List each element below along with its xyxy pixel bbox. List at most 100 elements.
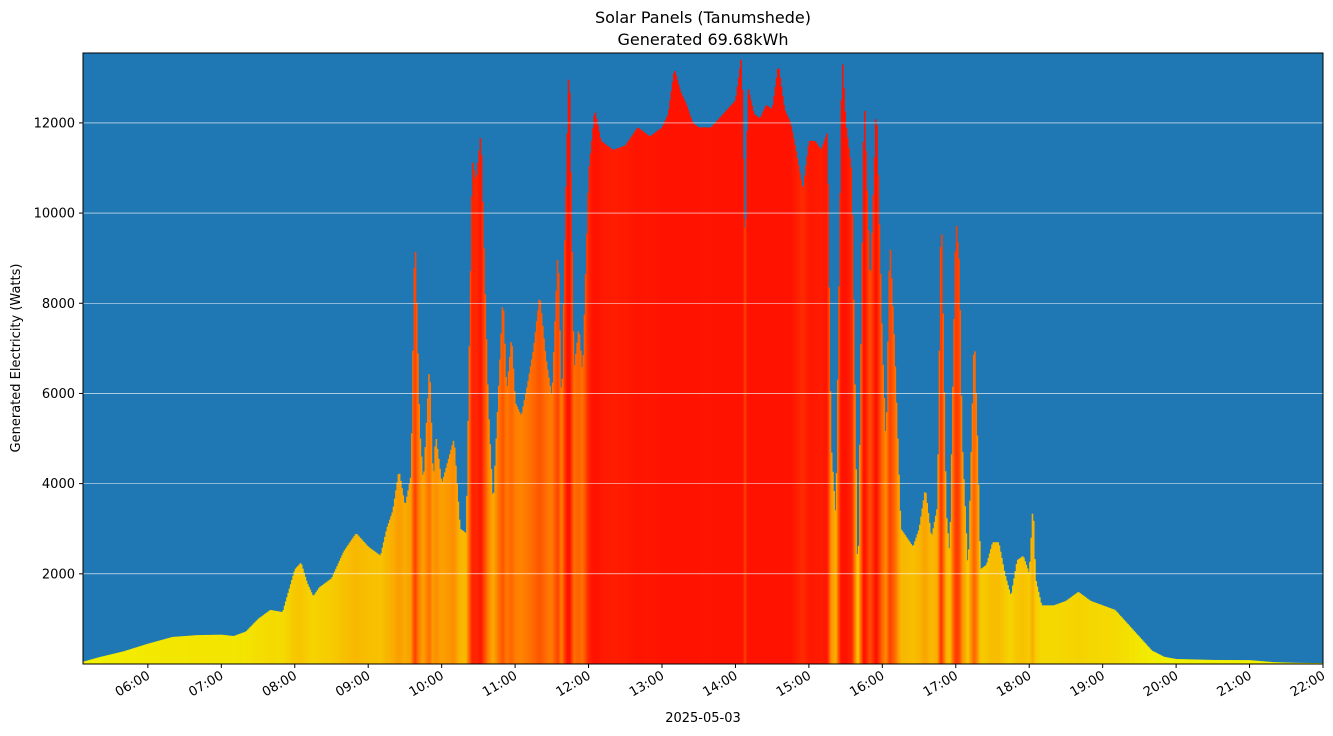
bar <box>1276 662 1279 664</box>
bar <box>1139 637 1142 664</box>
bar <box>720 115 723 664</box>
bar <box>898 474 900 664</box>
bar <box>673 73 675 665</box>
bar <box>707 127 709 664</box>
bar <box>1045 605 1047 664</box>
bar <box>280 611 282 664</box>
bar <box>546 369 549 664</box>
bar <box>614 149 616 664</box>
bar <box>526 387 528 664</box>
bar <box>1270 661 1272 664</box>
bar <box>906 538 909 664</box>
bar <box>119 652 122 664</box>
bar <box>688 113 691 665</box>
bar <box>261 615 264 664</box>
bar <box>270 610 272 664</box>
bar <box>830 452 833 664</box>
bar <box>873 157 876 664</box>
bar <box>679 89 681 664</box>
bar <box>251 624 254 664</box>
bar <box>1249 660 1252 664</box>
bar <box>390 516 392 664</box>
bar <box>453 447 456 664</box>
bar <box>548 377 550 664</box>
bar <box>1084 596 1086 664</box>
bar <box>723 113 725 664</box>
bar <box>154 641 156 664</box>
bar <box>484 294 487 664</box>
bar <box>423 471 425 664</box>
bar <box>413 267 416 664</box>
bar <box>1105 606 1107 664</box>
bar <box>785 113 788 665</box>
bar <box>883 397 886 664</box>
bar <box>475 175 478 664</box>
bar <box>685 103 687 664</box>
bar <box>369 548 372 664</box>
bar <box>843 87 845 664</box>
chart-title: Solar Panels (Tanumshede) <box>595 8 811 27</box>
bar <box>469 271 472 664</box>
bar <box>1296 662 1298 664</box>
bar <box>1274 662 1276 664</box>
bar <box>330 578 332 664</box>
bar <box>172 636 174 664</box>
bar <box>455 465 457 664</box>
bar <box>283 605 286 664</box>
bar <box>221 634 223 664</box>
bar <box>1198 659 1200 664</box>
bar <box>209 634 211 664</box>
bar <box>674 71 676 665</box>
bar <box>1111 608 1113 664</box>
bar <box>95 658 97 664</box>
bar <box>1179 659 1182 664</box>
bar <box>1212 659 1215 664</box>
bar <box>1176 659 1178 664</box>
bar <box>337 563 340 664</box>
bar <box>1090 601 1093 664</box>
bar <box>957 242 959 664</box>
bar <box>859 444 861 664</box>
bar <box>780 86 783 664</box>
x-tick-label: 09:00 <box>333 668 373 700</box>
bar <box>631 135 634 664</box>
bar <box>1291 662 1293 664</box>
bar <box>982 567 985 664</box>
bar <box>375 552 378 664</box>
bar <box>491 493 494 664</box>
bar <box>599 137 602 664</box>
bar <box>866 190 869 664</box>
bar <box>136 646 139 664</box>
bar <box>594 112 597 664</box>
bar <box>959 310 962 664</box>
bar <box>118 652 121 664</box>
bar <box>775 77 778 665</box>
bar <box>1238 660 1241 664</box>
x-axis-label: 2025-05-03 <box>665 711 741 726</box>
bar <box>141 645 144 664</box>
bar <box>464 532 467 664</box>
bar <box>702 127 705 664</box>
bar <box>124 650 127 664</box>
bar <box>1237 660 1239 664</box>
bar <box>210 634 212 664</box>
bar <box>920 516 922 664</box>
bar <box>555 290 558 664</box>
bar <box>87 660 90 664</box>
bar <box>861 242 864 664</box>
bar <box>988 553 991 664</box>
bar <box>686 106 689 664</box>
bar <box>313 595 315 664</box>
bar <box>641 130 643 664</box>
bar <box>266 612 269 664</box>
bar <box>1226 660 1228 664</box>
bar <box>1023 557 1025 664</box>
bar <box>1277 662 1280 664</box>
bar <box>168 637 171 664</box>
bar <box>1058 603 1061 664</box>
bar <box>206 634 209 664</box>
bar <box>684 100 686 665</box>
bar <box>324 583 326 664</box>
bar <box>795 151 798 665</box>
bar <box>1046 605 1048 664</box>
